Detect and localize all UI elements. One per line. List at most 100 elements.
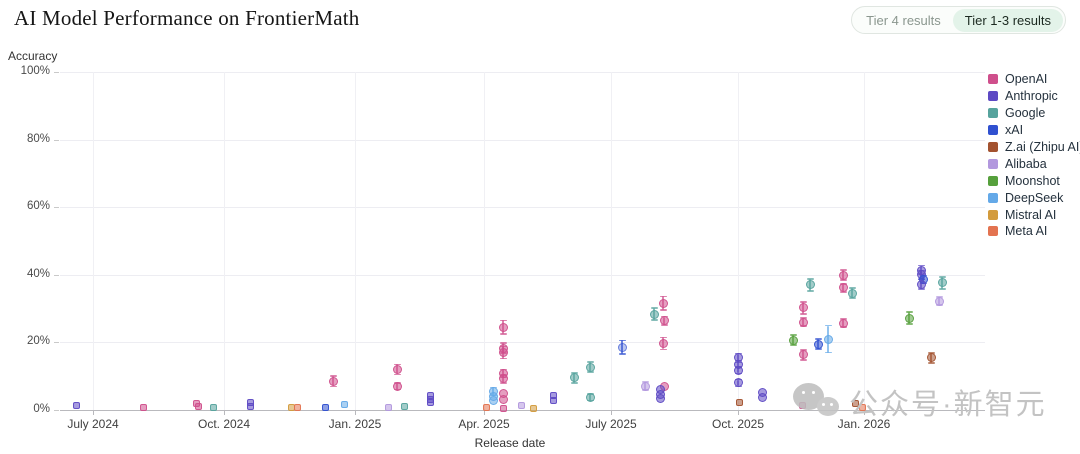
data-point-openai bbox=[498, 394, 508, 404]
data-point-openai bbox=[838, 318, 848, 328]
error-bar-cap bbox=[659, 295, 667, 298]
legend-label: Google bbox=[1005, 106, 1046, 121]
data-point-openai bbox=[498, 348, 508, 358]
error-bar-cap bbox=[393, 373, 401, 376]
error-bar-cap bbox=[586, 371, 594, 373]
legend-item-anthropic[interactable]: Anthropic bbox=[988, 88, 1080, 105]
x-tick bbox=[484, 411, 485, 415]
legend-label: Anthropic bbox=[1005, 89, 1058, 104]
error-bar-cap bbox=[618, 353, 626, 355]
legend-item-z-ai-zhipu-ai-[interactable]: Z.ai (Zhipu AI) bbox=[988, 139, 1080, 156]
data-point-z-ai-zhipu-ai- bbox=[851, 400, 859, 408]
x-tick-label: Oct. 2024 bbox=[197, 417, 251, 431]
legend-label: Moonshot bbox=[1005, 173, 1060, 188]
gridline bbox=[60, 342, 985, 344]
error-bar-cap bbox=[570, 382, 578, 384]
gridline bbox=[60, 274, 985, 276]
legend-swatch bbox=[988, 226, 998, 237]
data-point-deepseek bbox=[340, 401, 348, 409]
data-point-openai bbox=[498, 322, 508, 332]
legend-swatch bbox=[988, 142, 998, 152]
tier4-results-button[interactable]: Tier 4 results bbox=[866, 12, 941, 28]
data-point-openai bbox=[798, 350, 808, 360]
data-point-z-ai-zhipu-ai- bbox=[735, 398, 743, 406]
y-tick bbox=[54, 72, 59, 73]
error-bar-cap bbox=[799, 301, 807, 303]
data-point-openai bbox=[194, 402, 202, 410]
data-point-openai bbox=[659, 316, 669, 326]
legend-swatch bbox=[988, 192, 998, 203]
data-point-openai bbox=[658, 298, 668, 308]
error-bar-cap bbox=[650, 307, 658, 309]
page-title: AI Model Performance on FrontierMath bbox=[14, 6, 360, 30]
x-tick bbox=[738, 411, 739, 415]
error-bar-cap bbox=[839, 279, 847, 281]
gridline bbox=[864, 72, 865, 410]
x-tick-label: July 2024 bbox=[67, 417, 119, 431]
error-bar-cap bbox=[905, 323, 913, 325]
data-point-anthropic bbox=[246, 403, 254, 411]
error-bar-cap bbox=[927, 352, 935, 354]
data-point-openai bbox=[798, 303, 808, 313]
data-point-anthropic bbox=[757, 392, 767, 402]
tier1-3-results-button[interactable]: Tier 1-3 results bbox=[952, 8, 1063, 32]
legend-item-openai[interactable]: OpenAI bbox=[988, 71, 1080, 88]
data-point-openai bbox=[498, 374, 508, 384]
error-bar-cap bbox=[839, 269, 847, 271]
data-point-xai bbox=[617, 342, 627, 352]
wechat-icon bbox=[791, 379, 845, 425]
legend-item-xai[interactable]: xAI bbox=[988, 122, 1080, 139]
data-point-openai bbox=[838, 283, 848, 293]
legend-item-alibaba[interactable]: Alibaba bbox=[988, 155, 1080, 172]
data-point-anthropic bbox=[655, 394, 665, 404]
x-tick-label: Apr. 2025 bbox=[458, 417, 510, 431]
data-point-alibaba bbox=[517, 402, 525, 410]
y-tick-label: 60% bbox=[26, 200, 50, 213]
legend-item-moonshot[interactable]: Moonshot bbox=[988, 172, 1080, 189]
error-bar-cap bbox=[839, 291, 847, 293]
error-bar-cap bbox=[917, 288, 925, 290]
error-bar-cap bbox=[329, 385, 337, 388]
legend-swatch bbox=[988, 74, 998, 85]
error-bar-cap bbox=[659, 309, 667, 311]
y-tick bbox=[54, 410, 59, 411]
y-tick bbox=[54, 207, 59, 209]
data-point-alibaba bbox=[384, 403, 392, 411]
legend-label: OpenAI bbox=[1005, 72, 1048, 87]
y-tick bbox=[54, 139, 59, 141]
legend-item-meta-ai[interactable]: Meta AI bbox=[988, 223, 1080, 240]
error-bar-cap bbox=[824, 351, 832, 354]
gridline bbox=[93, 72, 94, 410]
x-tick-label: July 2025 bbox=[585, 417, 637, 431]
data-point-google bbox=[649, 309, 659, 319]
error-bar-cap bbox=[499, 333, 507, 335]
data-point-openai bbox=[838, 270, 848, 280]
error-bar-cap bbox=[789, 344, 797, 346]
data-point-mistral-ai bbox=[529, 405, 537, 413]
error-bar-cap bbox=[393, 363, 401, 366]
gridline bbox=[224, 72, 225, 410]
y-tick-label: 100% bbox=[20, 65, 50, 77]
error-bar-cap bbox=[499, 342, 507, 344]
legend-item-mistral-ai[interactable]: Mistral AI bbox=[988, 206, 1080, 223]
data-point-moonshot bbox=[788, 335, 798, 345]
x-tick bbox=[611, 411, 612, 415]
error-bar-cap bbox=[586, 361, 594, 363]
error-bar-cap bbox=[799, 349, 807, 351]
data-point-anthropic bbox=[733, 378, 743, 388]
data-point-openai bbox=[139, 403, 147, 411]
y-tick-label: 40% bbox=[26, 267, 50, 280]
error-bar-cap bbox=[659, 348, 667, 351]
gridline bbox=[60, 72, 985, 73]
data-point-meta-ai bbox=[293, 403, 301, 411]
legend-label: xAI bbox=[1005, 123, 1024, 138]
legend-item-google[interactable]: Google bbox=[988, 105, 1080, 122]
x-axis-line bbox=[60, 410, 985, 411]
y-tick-label: 20% bbox=[26, 335, 50, 348]
error-bar-cap bbox=[499, 319, 507, 322]
data-point-anthropic bbox=[426, 399, 434, 407]
y-tick bbox=[54, 274, 59, 276]
legend-item-deepseek[interactable]: DeepSeek bbox=[988, 189, 1080, 206]
y-axis-title: Accuracy bbox=[8, 49, 58, 63]
